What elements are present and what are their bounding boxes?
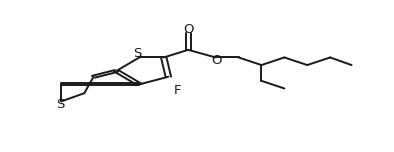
Text: S: S	[134, 47, 142, 60]
Text: S: S	[56, 98, 64, 111]
Text: O: O	[211, 54, 222, 67]
Text: O: O	[183, 23, 193, 36]
Text: F: F	[174, 84, 181, 97]
